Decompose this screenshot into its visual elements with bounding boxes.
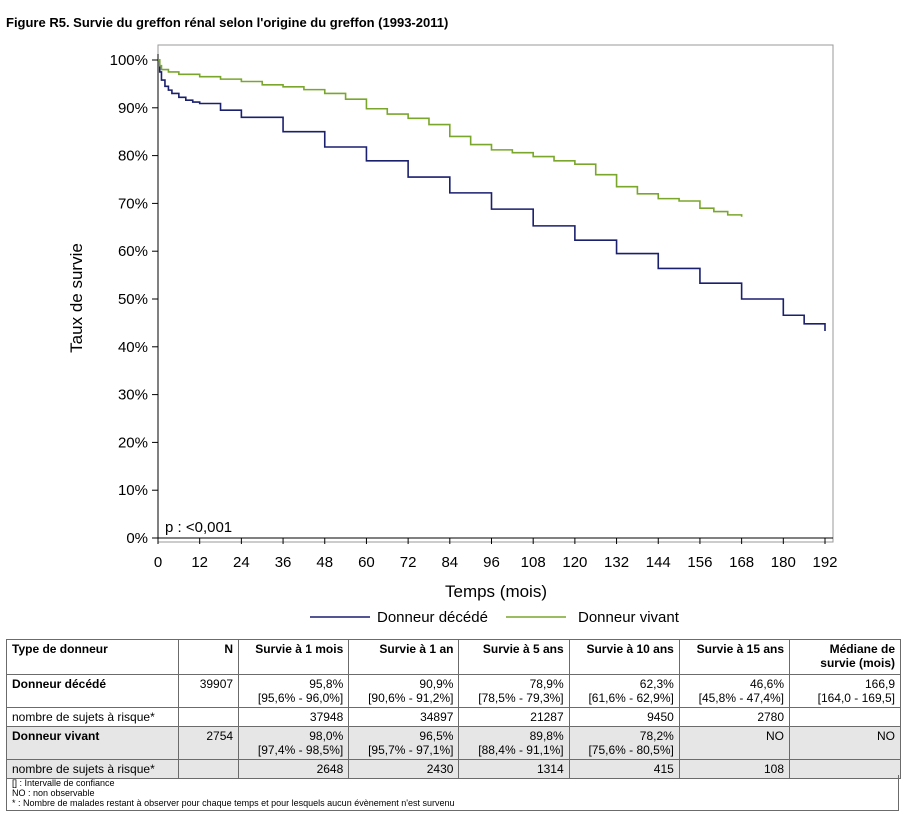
table-cell: 62,3% [61,6% - 62,9%] bbox=[568, 674, 680, 708]
table-cell: 78,9% [78,5% - 79,3%] bbox=[458, 674, 570, 708]
table-cell: 95,8% [95,6% - 96,0%] bbox=[238, 674, 350, 708]
table-footnotes: [] : Intervalle de confiance NO : non obs… bbox=[6, 775, 899, 811]
table-cell: 1314 bbox=[458, 759, 570, 779]
table-cell: 2648 bbox=[238, 759, 350, 779]
table-cell: 89,8% [88,4% - 91,1%] bbox=[458, 726, 570, 760]
table-cell: 34897 bbox=[348, 707, 460, 727]
table-header-row: Type de donneur N Survie à 1 mois Survie à … bbox=[5, 639, 901, 675]
x-tick-label: 0 bbox=[154, 554, 162, 571]
table-cell: 2780 bbox=[678, 707, 791, 727]
y-axis: 0% 10% 20% 30% 40% 50% 60% 70% 80% 90% 100% bbox=[110, 52, 159, 547]
y-tick-label: 100% bbox=[110, 52, 148, 69]
legend: Donneur décédé Donneur vivant bbox=[310, 609, 680, 626]
cell-n bbox=[178, 707, 240, 727]
y-tick-label: 80% bbox=[118, 148, 148, 165]
legend-label: Donneur vivant bbox=[578, 609, 680, 626]
table-cell: NO bbox=[678, 726, 791, 760]
y-axis-title: Taux de survie bbox=[67, 243, 86, 353]
x-tick-label: 168 bbox=[729, 554, 754, 571]
table-cell: 21287 bbox=[458, 707, 570, 727]
table-cell: 78,2% [75,6% - 80,5%] bbox=[568, 726, 680, 760]
x-tick-label: 180 bbox=[771, 554, 796, 571]
x-tick-label: 96 bbox=[483, 554, 500, 571]
x-tick-label: 132 bbox=[604, 554, 629, 571]
row-label: nombre de sujets à risque* bbox=[5, 759, 180, 779]
cell-n bbox=[178, 759, 240, 779]
x-tick-label: 84 bbox=[441, 554, 458, 571]
footnote: [] : Intervalle de confiance bbox=[12, 778, 115, 788]
table-cell: 37948 bbox=[238, 707, 350, 727]
figure-title: Figure R5. Survie du greffon rénal selon… bbox=[6, 15, 449, 30]
table-row: Donneur décédé 39907 95,8% [95,6% - 96,0%] 9… bbox=[5, 674, 901, 708]
cell-n: 39907 bbox=[178, 674, 240, 708]
y-tick-label: 0% bbox=[126, 530, 148, 547]
y-tick-label: 60% bbox=[118, 243, 148, 260]
x-tick-label: 120 bbox=[562, 554, 587, 571]
table-cell: 2430 bbox=[348, 759, 460, 779]
series-layer bbox=[158, 59, 826, 332]
table-header-cell: Survie à 5 ans bbox=[458, 639, 570, 675]
x-axis: 0 12 24 36 48 60 72 84 96 108 120 132 144 156 168 180 19… bbox=[154, 537, 838, 571]
y-tick-label: 50% bbox=[118, 291, 148, 308]
y-tick-label: 10% bbox=[118, 482, 148, 499]
table-cell bbox=[789, 707, 901, 727]
legend-label: Donneur décédé bbox=[377, 609, 488, 626]
table-cell bbox=[789, 759, 901, 779]
y-tick-label: 90% bbox=[118, 100, 148, 117]
y-tick-label: 70% bbox=[118, 195, 148, 212]
table-header-cell: Type de donneur bbox=[5, 639, 180, 675]
table-row: Donneur vivant 2754 98,0% [97,4% - 98,5%] 96… bbox=[5, 726, 901, 760]
cell-n: 2754 bbox=[178, 726, 240, 760]
y-tick-label: 30% bbox=[118, 387, 148, 404]
x-tick-label: 60 bbox=[358, 554, 375, 571]
table-header-cell: Survie à 15 ans bbox=[678, 639, 791, 675]
table-body: Donneur décédé 39907 95,8% [95,6% - 96,0%] 9… bbox=[5, 674, 901, 779]
x-tick-label: 24 bbox=[233, 554, 250, 571]
table-row: nombre de sujets à risque* 2648 2430 1314 41… bbox=[5, 759, 901, 779]
plot-frame bbox=[157, 44, 834, 543]
table-row: nombre de sujets à risque* 37948 34897 2128… bbox=[5, 707, 901, 727]
table-header-cell: Médiane de survie (mois) bbox=[789, 639, 901, 675]
table-cell: NO bbox=[789, 726, 901, 760]
table-cell: 108 bbox=[678, 759, 791, 779]
x-tick-label: 108 bbox=[521, 554, 546, 571]
table-cell: 166,9 [164,0 - 169,5] bbox=[789, 674, 901, 708]
table-cell: 98,0% [97,4% - 98,5%] bbox=[238, 726, 350, 760]
x-tick-label: 144 bbox=[646, 554, 671, 571]
y-tick-label: 20% bbox=[118, 434, 148, 451]
series-line-0 bbox=[158, 59, 826, 332]
survival-table: Type de donneur N Survie à 1 mois Survie à … bbox=[5, 639, 901, 779]
table-cell: 9450 bbox=[568, 707, 680, 727]
p-value-annotation: p : <0,001 bbox=[165, 519, 232, 536]
x-axis-title: Temps (mois) bbox=[445, 582, 547, 601]
footnote: NO : non observable bbox=[12, 788, 95, 798]
x-tick-label: 72 bbox=[400, 554, 417, 571]
x-tick-label: 12 bbox=[191, 554, 208, 571]
table-cell: 46,6% [45,8% - 47,4%] bbox=[678, 674, 791, 708]
table-header-cell: Survie à 10 ans bbox=[568, 639, 680, 675]
row-label: Donneur décédé bbox=[5, 674, 180, 708]
table-header-cell: Survie à 1 an bbox=[348, 639, 460, 675]
y-tick-label: 40% bbox=[118, 339, 148, 356]
survival-chart: 0% 10% 20% 30% 40% 50% 60% 70% 80% 90% 100% 0 12 24 3… bbox=[67, 44, 838, 626]
x-tick-label: 36 bbox=[275, 554, 292, 571]
table-cell: 415 bbox=[568, 759, 680, 779]
table-header-cell: Survie à 1 mois bbox=[238, 639, 350, 675]
x-tick-label: 156 bbox=[687, 554, 712, 571]
footnote: * : Nombre de malades restant à observer… bbox=[12, 798, 455, 808]
table-cell: 90,9% [90,6% - 91,2%] bbox=[348, 674, 460, 708]
row-label: nombre de sujets à risque* bbox=[5, 707, 180, 727]
row-label: Donneur vivant bbox=[5, 726, 180, 760]
table-header-cell: N bbox=[178, 639, 240, 675]
series-line-1 bbox=[158, 59, 743, 217]
table-cell: 96,5% [95,7% - 97,1%] bbox=[348, 726, 460, 760]
x-tick-label: 192 bbox=[812, 554, 837, 571]
x-tick-label: 48 bbox=[316, 554, 333, 571]
